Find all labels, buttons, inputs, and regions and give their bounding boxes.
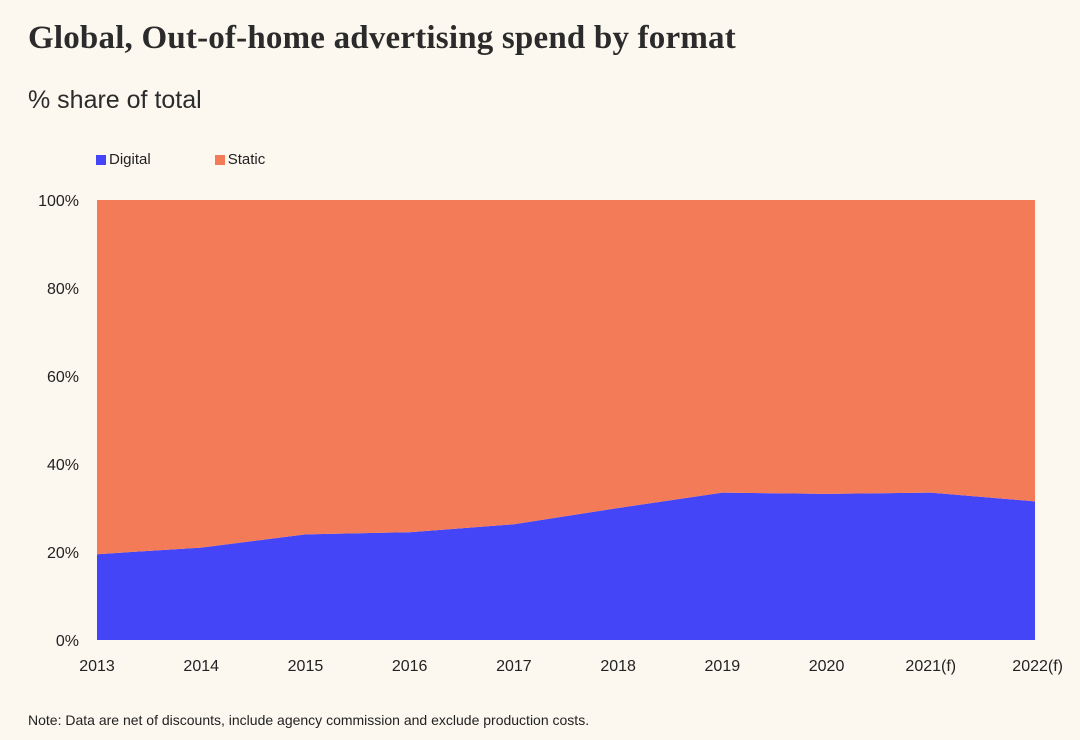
x-tick-label: 2017 xyxy=(496,658,532,675)
chart-subtitle: % share of total xyxy=(28,86,202,114)
x-tick-label: 2019 xyxy=(705,658,741,675)
y-tick-label: 100% xyxy=(38,193,79,210)
y-tick-label: 60% xyxy=(47,369,79,386)
y-tick-label: 0% xyxy=(56,633,79,650)
legend-item-digital: Digital xyxy=(96,151,151,168)
area-series-digital xyxy=(97,492,1035,640)
y-axis: 0% 20% 40% 60% 80% 100% xyxy=(38,193,79,650)
chart-title: Global, Out-of-home advertising spend by… xyxy=(28,20,736,56)
legend-label-digital: Digital xyxy=(109,151,151,168)
legend: Digital Static xyxy=(96,151,265,168)
x-tick-label: 2013 xyxy=(79,658,115,675)
legend-swatch-digital xyxy=(96,154,106,165)
footnote: Note: Data are net of discounts, include… xyxy=(28,712,590,728)
y-tick-label: 40% xyxy=(47,457,79,474)
area-chart: 0%20%40%60%80%100% 2013 2014 2015 2016 2017 2… xyxy=(38,193,1063,675)
x-tick-label: 2016 xyxy=(392,658,428,675)
x-tick-label: 2015 xyxy=(288,658,324,675)
chart-areas xyxy=(97,200,1035,640)
x-tick-label: 2022(f) xyxy=(1012,658,1063,675)
legend-swatch-static xyxy=(214,154,225,165)
x-axis: 2013 2014 2015 2016 2017 2018 2019 2020 2021(f) 2… xyxy=(79,658,1063,675)
y-tick-label: 20% xyxy=(47,545,79,562)
x-tick-label: 2020 xyxy=(809,658,845,675)
legend-label-static: Static xyxy=(227,151,266,168)
y-tick-label: 80% xyxy=(47,281,79,298)
x-tick-label: 2014 xyxy=(183,658,219,675)
legend-item-static: Static xyxy=(214,151,266,168)
x-tick-label: 2018 xyxy=(600,658,636,675)
area-series-static xyxy=(97,200,1035,555)
x-tick-label: 2021(f) xyxy=(905,658,956,675)
